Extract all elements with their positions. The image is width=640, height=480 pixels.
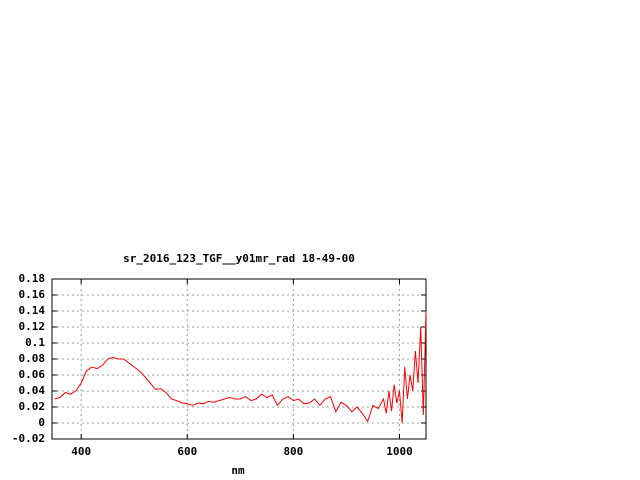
x-axis-label: nm [231, 464, 245, 477]
y-tick-label: 0.08 [19, 352, 46, 365]
y-tick-label: 0 [38, 416, 45, 429]
y-tick-label: 0.04 [19, 384, 46, 397]
y-tick-label: 0.1 [25, 336, 45, 349]
y-tick-label: 0.14 [19, 304, 46, 317]
y-tick-label: 0.18 [19, 272, 46, 285]
data-line [54, 310, 427, 424]
x-tick-label: 600 [177, 445, 197, 458]
chart-title: sr_2016_123_TGF__y01mr_rad 18-49-00 [123, 252, 355, 265]
x-tick-label: 800 [283, 445, 303, 458]
y-tick-label: 0.02 [19, 400, 46, 413]
x-tick-label: 1000 [386, 445, 413, 458]
x-tick-label: 400 [71, 445, 91, 458]
y-tick-label: 0.12 [19, 320, 46, 333]
y-tick-label: 0.16 [19, 288, 46, 301]
y-tick-label: -0.02 [12, 432, 45, 445]
y-tick-label: 0.06 [19, 368, 46, 381]
plot-frame [51, 278, 427, 440]
